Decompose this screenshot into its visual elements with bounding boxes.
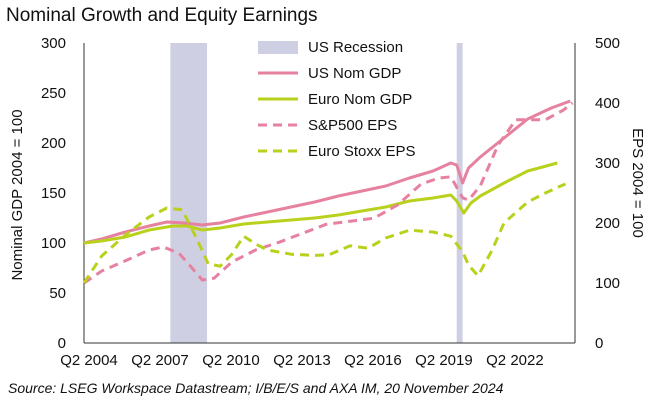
left-y-tick-label: 150 <box>41 185 66 202</box>
right-y-tick-label: 500 <box>595 35 620 52</box>
recession-band-2 <box>456 43 463 343</box>
right-axis-label: EPS 2004 = 100 <box>629 128 646 238</box>
legend-label-recession: US Recession <box>308 39 403 56</box>
right-y-tick-label: 300 <box>595 155 620 172</box>
series-line-euro-nom-gdp <box>83 161 558 245</box>
right-y-tick-label: 100 <box>595 275 620 292</box>
legend-label-euro-nom-gdp: Euro Nom GDP <box>308 91 412 108</box>
legend-swatch-recession <box>258 41 298 54</box>
legend-label-us-nom-gdp: US Nom GDP <box>308 65 401 82</box>
left-axis-label: Nominal GDP 2004 = 100 <box>9 109 26 280</box>
source-note: Source: LSEG Workspace Datastream; I/B/E… <box>8 380 504 396</box>
series-line-s-p500-eps <box>83 101 574 285</box>
left-y-tick-label: 300 <box>41 35 66 52</box>
chart-title: Nominal Growth and Equity Earnings <box>6 5 318 26</box>
axis-layer: 0 50 100 150 200 250 300 0 100 200 300 400 500 Q2 200… <box>9 35 646 369</box>
left-y-tick-label: 0 <box>58 335 66 352</box>
legend-label-s-p500-eps: S&P500 EPS <box>308 117 397 134</box>
legend-label-euro-stoxx-eps: Euro Stoxx EPS <box>308 143 416 160</box>
series-layer <box>82 99 574 285</box>
left-y-tick-label: 100 <box>41 235 66 252</box>
x-tick-label: Q2 2016 <box>344 352 402 369</box>
right-y-tick-label: 200 <box>595 215 620 232</box>
x-tick-label: Q2 2010 <box>202 352 260 369</box>
x-tick-label: Q2 2004 <box>60 352 118 369</box>
left-y-tick-label: 50 <box>49 285 66 302</box>
left-y-tick-label: 250 <box>41 85 66 102</box>
left-y-tick-label: 200 <box>41 135 66 152</box>
series-line-us-nom-gdp <box>83 99 571 245</box>
x-tick-label: Q2 2007 <box>131 352 189 369</box>
x-tick-label: Q2 2019 <box>415 352 473 369</box>
x-tick-label: Q2 2013 <box>273 352 331 369</box>
legend: US Recession US Nom GDP Euro Nom GDP S&P500… <box>258 39 416 160</box>
right-y-tick-label: 400 <box>595 95 620 112</box>
recession-layer <box>170 43 463 343</box>
right-y-tick-label: 0 <box>595 335 603 352</box>
recession-band-1 <box>170 43 208 343</box>
x-tick-label: Q2 2022 <box>486 352 544 369</box>
